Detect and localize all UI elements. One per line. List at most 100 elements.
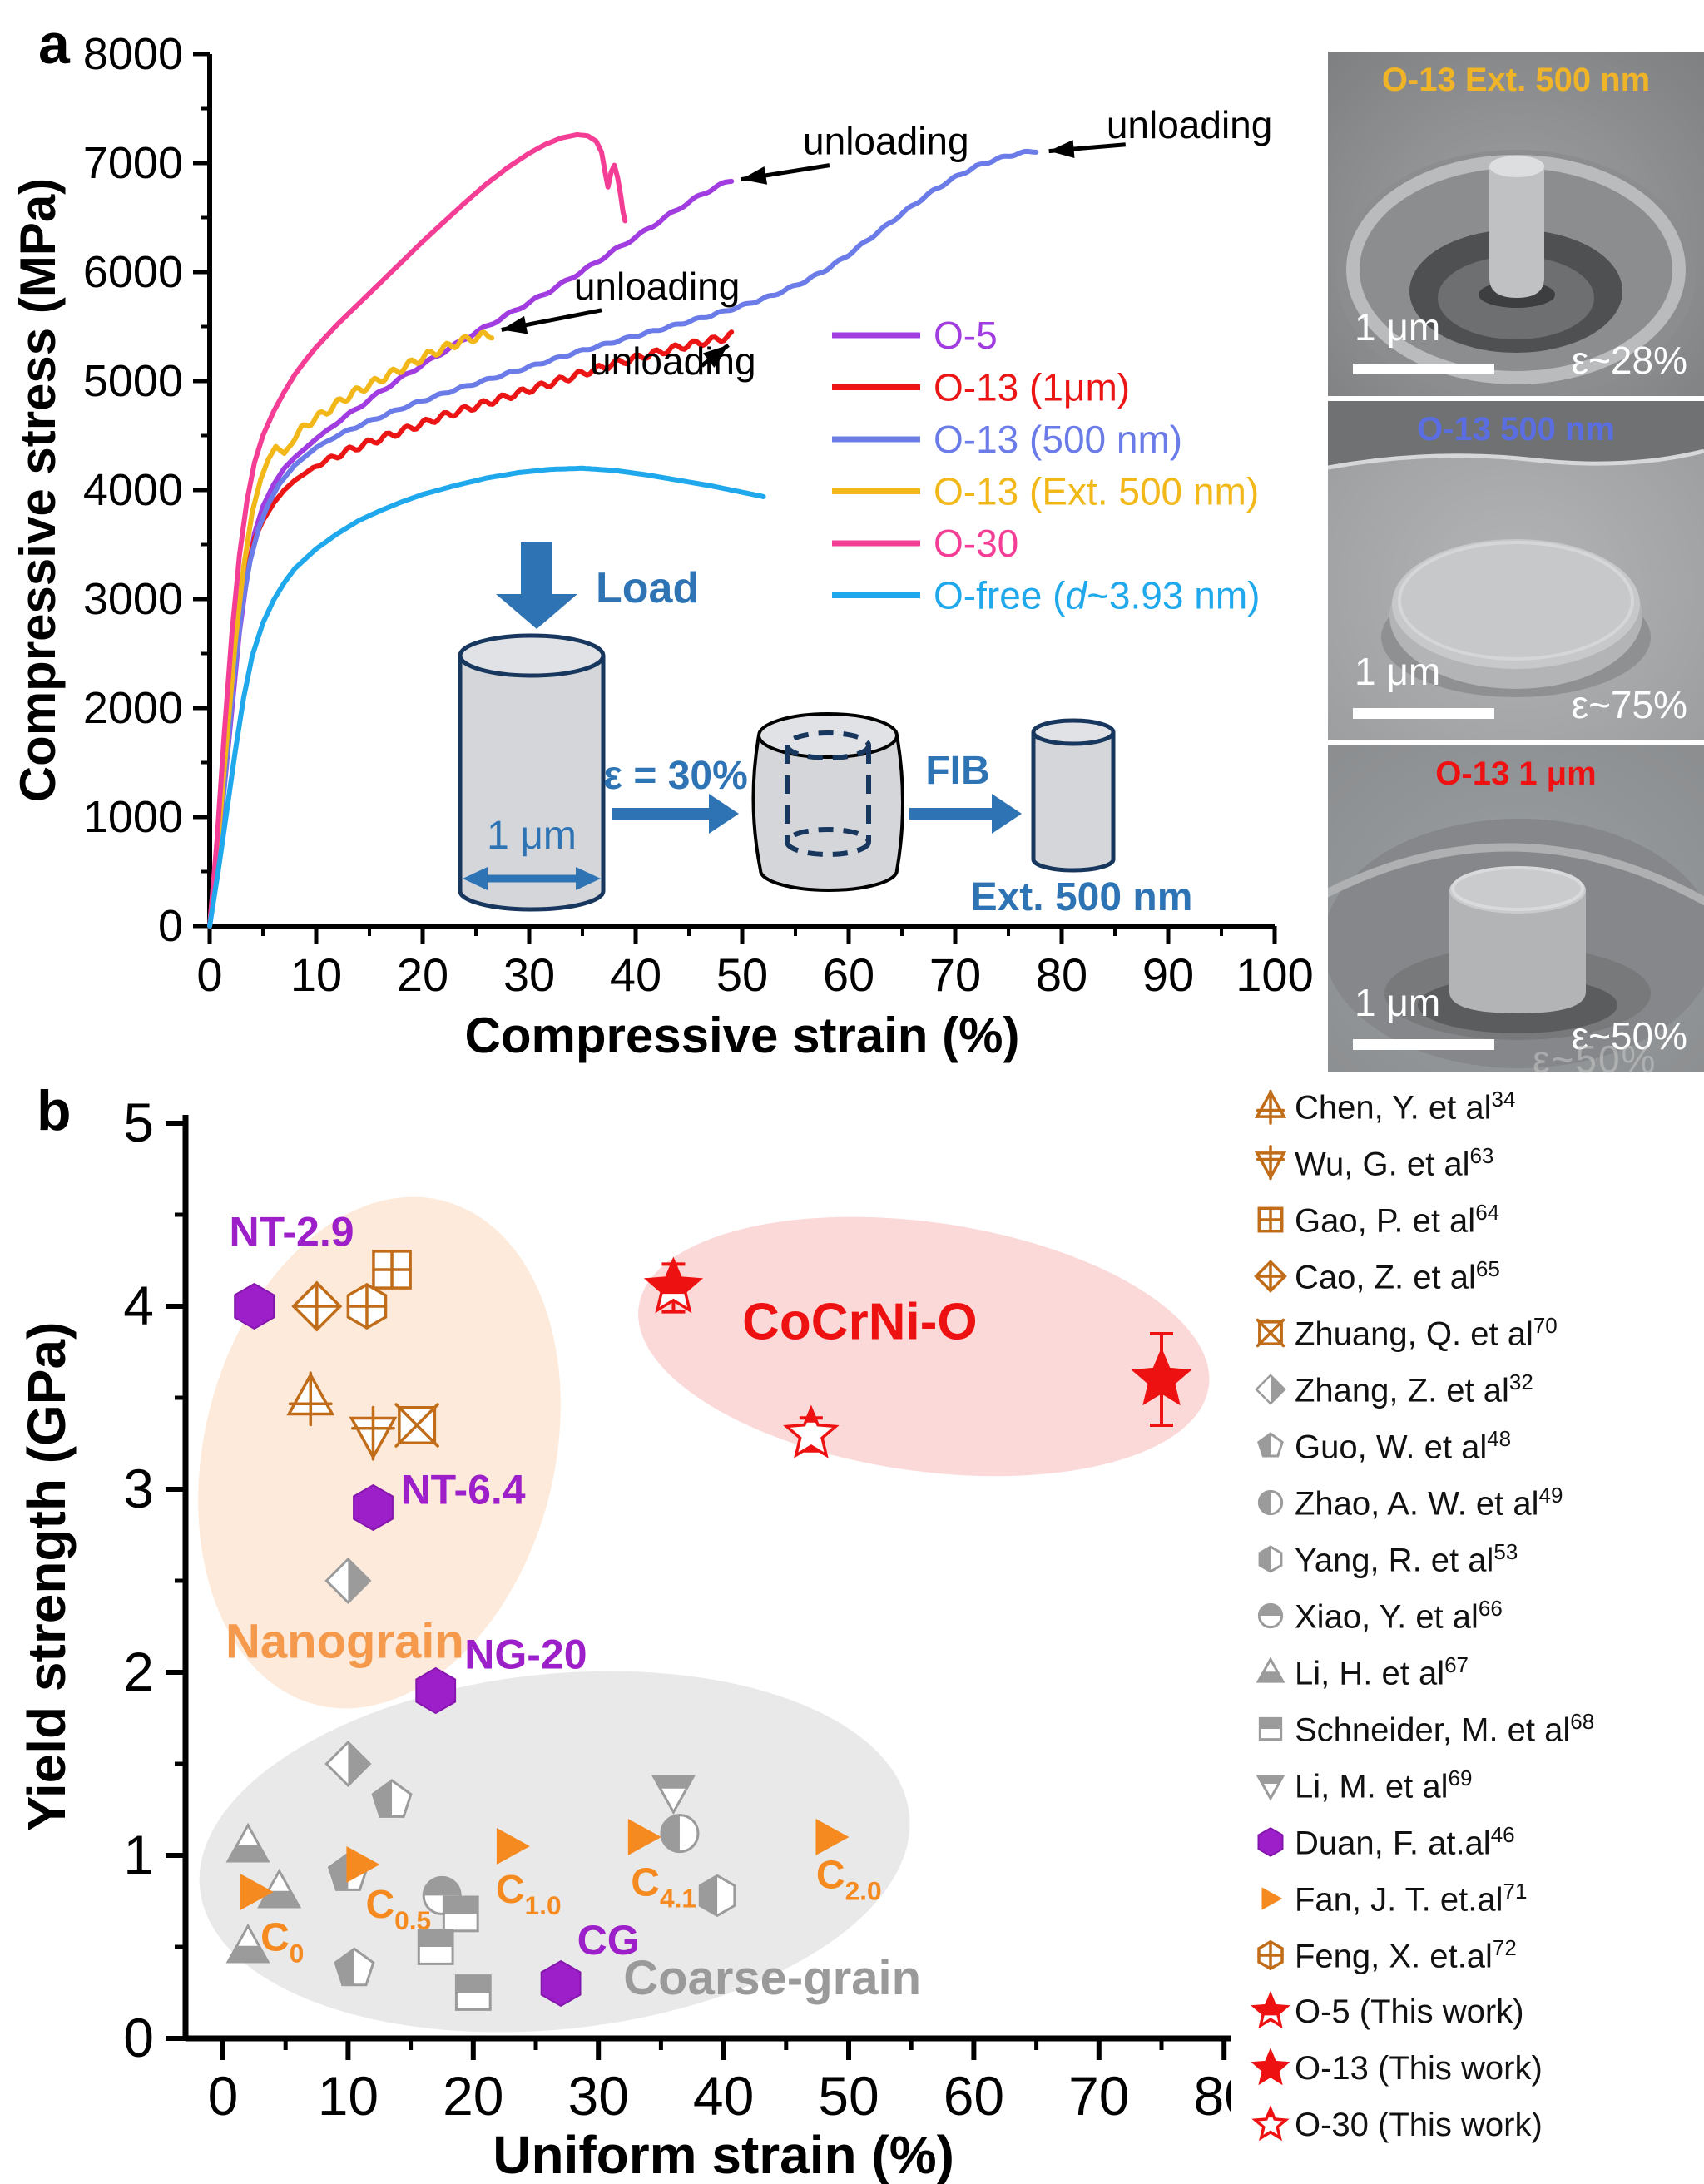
legend-marker-wu — [1246, 1142, 1295, 1185]
marker-shape — [324, 1740, 372, 1788]
fib-label: FIB — [925, 749, 989, 793]
sem-micrograph-disc — [1328, 401, 1704, 740]
point-label: C2.0 — [816, 1854, 882, 1906]
scatter-point-schneider — [454, 1974, 492, 2011]
marker-shape — [815, 1819, 850, 1855]
legend-label: Yang, R. et al53 — [1295, 1538, 1518, 1579]
legend-marker-glyph — [1256, 1657, 1285, 1683]
legend-marker-zhuang — [1246, 1311, 1295, 1354]
inset-cylinder-1um — [458, 656, 606, 912]
marker-line — [1256, 1318, 1285, 1348]
scatter-point-guo — [371, 1779, 413, 1818]
legend-marker-yang — [1246, 1538, 1295, 1581]
b-y-tick-label: 4 — [123, 1275, 154, 1336]
point-label: NG-20 — [464, 1632, 587, 1678]
sem-title: O-13 500 nm — [1417, 411, 1615, 448]
stub-body — [1449, 892, 1586, 1013]
legend-label: Zhang, Z. et al32 — [1295, 1369, 1533, 1409]
sem-scalebar-label: 1 μm — [1355, 981, 1441, 1024]
marker-shape — [1257, 1602, 1284, 1629]
load-arrow-head — [496, 594, 577, 629]
marker-shape — [348, 1559, 370, 1602]
marker-shape — [1251, 2048, 1290, 2086]
scatter-point-fan — [815, 1819, 850, 1855]
legend-marker-glyph — [1261, 1887, 1283, 1910]
scatter-point-fan — [346, 1846, 380, 1883]
b-y-tick-label: 1 — [123, 1824, 154, 1885]
marker-shape — [1258, 1716, 1283, 1741]
scatter-point-duan — [540, 1959, 582, 2008]
unloading-label: unloading — [1107, 103, 1273, 146]
series-curve-1 — [207, 329, 735, 929]
legend-item-zhang: Zhang, Z. et al32 — [1246, 1361, 1702, 1418]
scatter-points — [225, 1250, 1192, 2011]
a-y-tick-label: 5000 — [83, 356, 183, 406]
marker-shape — [346, 1846, 380, 1883]
legend-marker-schneider — [1246, 1707, 1295, 1751]
scatter-point-feng — [346, 1282, 388, 1330]
disc-top — [1392, 539, 1640, 669]
legend-marker-glyph — [1258, 1716, 1283, 1741]
sem-micrograph-stub — [1328, 745, 1704, 1072]
a-x-tick-label: 30 — [503, 948, 555, 1001]
marker-shape — [1256, 1775, 1285, 1801]
marker-shape — [225, 1923, 270, 1964]
marker-shape — [371, 1779, 413, 1818]
a-legend-label: O-30 — [934, 522, 1018, 565]
b-y-axis-title: Yield strength (GPa) — [17, 1322, 77, 1832]
sem-scalebar-label: 1 μm — [1355, 650, 1441, 693]
a-y-tick-label: 8000 — [83, 29, 183, 79]
b-y-tick-label: 0 — [123, 2007, 154, 2068]
point-label: C0 — [260, 1915, 304, 1968]
panel-b-label: b — [37, 1079, 72, 1142]
legend-label: Zhao, A. W. et al49 — [1295, 1482, 1563, 1523]
b-y-tick-label: 2 — [123, 1641, 154, 1702]
marker-shape — [651, 1775, 696, 1815]
point-label: C1.0 — [496, 1868, 562, 1920]
scatter-point-yang — [698, 1874, 736, 1918]
inset-arrow-shaft — [909, 808, 993, 820]
legend-marker-glyph — [1256, 1318, 1285, 1348]
scatter-point-o5 — [643, 1256, 704, 1314]
sem-image-500nm: O-13 500 nm 1 μm ε~75% — [1328, 401, 1704, 740]
marker-shape — [1260, 1718, 1281, 1729]
legend-marker-cao — [1246, 1255, 1295, 1298]
marker-shape — [456, 1975, 491, 1993]
inset-arrow-head — [709, 794, 739, 834]
sem-micrograph-pillar — [1328, 52, 1704, 396]
marker-shape — [415, 1666, 457, 1715]
scatter-point-liM — [651, 1775, 696, 1815]
scatter-point-zhuang — [394, 1403, 439, 1448]
a-legend-label: O-free (d~3.93 nm) — [934, 574, 1260, 617]
legend-label: Li, M. et al69 — [1295, 1765, 1473, 1805]
legend-label: Feng, X. et.al72 — [1295, 1934, 1517, 1975]
marker-shape — [1251, 1990, 1290, 2029]
scatter-point-liH — [225, 1923, 270, 1964]
a-x-tick-label: 0 — [196, 948, 222, 1001]
annotation-arrowhead — [702, 344, 729, 368]
point-label: CG — [577, 1917, 640, 1964]
scatter-point-zhao — [660, 1814, 700, 1854]
ext-500nm-label: Ext. 500 nm — [971, 875, 1193, 919]
b-x-tick-label: 40 — [693, 2065, 754, 2127]
marker-shape — [496, 1828, 530, 1865]
a-y-tick-label: 0 — [158, 901, 183, 951]
sem-title: O-13 Ext. 500 nm — [1381, 62, 1651, 98]
a-x-tick-label: 90 — [1142, 948, 1194, 1001]
scatter-point-duan — [353, 1483, 394, 1532]
legend-marker-duan — [1246, 1820, 1295, 1864]
legend-marker-fan — [1246, 1877, 1295, 1920]
marker-shape — [324, 1557, 372, 1605]
a-legend-label: O-13 (1μm) — [934, 366, 1130, 409]
load-arrow-shaft — [521, 542, 552, 594]
a-x-tick-label: 80 — [1036, 948, 1087, 1001]
legend-marker-guo — [1246, 1424, 1295, 1468]
point-label: CoCrNi-O — [742, 1294, 977, 1351]
region-CoCrNi-O-region — [638, 1216, 1210, 1477]
legend-marker-glyph — [1254, 1145, 1287, 1181]
sem-strain-label: ε~50% — [1571, 1014, 1687, 1057]
region-Nanogarin-region — [198, 1196, 561, 1709]
scatter-point-schneider — [417, 1929, 454, 1965]
strain-step-label: ε = 30% — [603, 754, 748, 798]
legend-marker-zhang — [1246, 1368, 1295, 1411]
